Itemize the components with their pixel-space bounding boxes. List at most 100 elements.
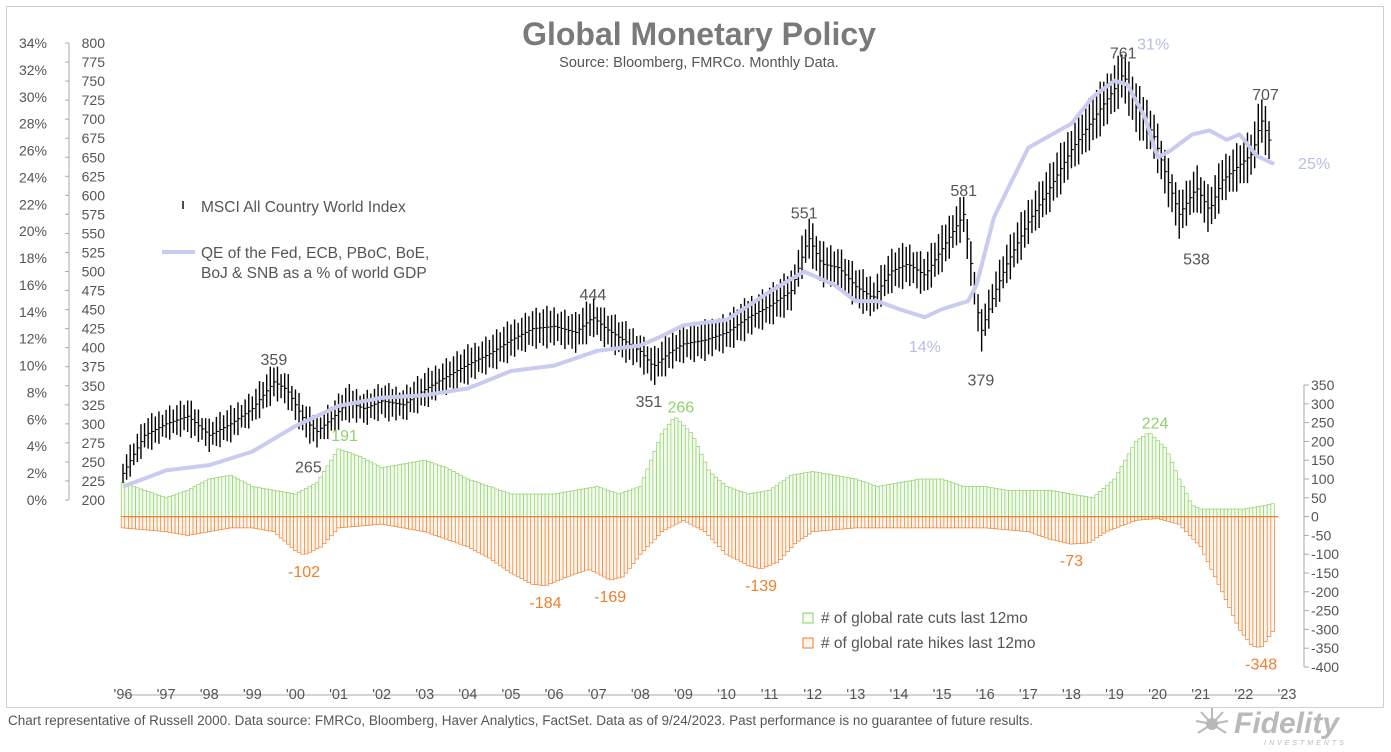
rate-hike-bar <box>332 516 338 533</box>
rate-cut-bar <box>1162 447 1168 517</box>
rate-hike-bar <box>630 516 636 564</box>
rate-hike-bar <box>710 516 715 540</box>
rate-cut-bar <box>397 464 402 517</box>
rate-cut-bar <box>1044 489 1049 517</box>
rate-hike-bar <box>580 516 586 572</box>
rate-cut-bar <box>516 493 521 517</box>
rate-hike-bar <box>156 516 162 532</box>
rate-cut-bar <box>670 419 675 517</box>
rate-cut-bar <box>947 481 952 517</box>
rate-cut-bar <box>436 464 442 517</box>
rate-hike-bar <box>458 516 463 545</box>
rate-cut-bar <box>1008 489 1013 517</box>
rate-cut-bar <box>878 485 884 517</box>
rate-hike-bar <box>756 516 762 569</box>
index-tick-label: 200 <box>82 492 106 508</box>
rate-cut-bar <box>771 487 776 517</box>
rate-hike-bar <box>1223 516 1229 600</box>
index-tick-label: 350 <box>82 378 106 394</box>
rate-cut-bar <box>1263 504 1268 517</box>
rate-cut-bar <box>799 473 805 517</box>
rate-hike-bar <box>336 516 341 529</box>
rate-hike-bar <box>882 516 887 529</box>
rate-hike-bar <box>821 516 826 532</box>
rate-hike-bar <box>1036 516 1042 536</box>
rate-hike-bar <box>868 516 873 529</box>
rate-hike-bar <box>426 516 431 534</box>
index-tick-label: 700 <box>82 111 106 127</box>
x-tick-label: '01 <box>329 687 348 703</box>
rate-cut-bar <box>242 482 248 517</box>
rate-hike-bar <box>760 516 765 569</box>
rate-hike-bar <box>1098 516 1103 536</box>
rate-cut-bar <box>339 449 345 517</box>
rate-cut-bar <box>760 491 765 517</box>
rate-hike-bar <box>1198 516 1203 548</box>
rate-hike-bar <box>462 516 467 546</box>
rate-hike-bar <box>936 516 941 529</box>
rate-hike-bar <box>1065 516 1071 544</box>
rate-hike-bar <box>350 516 356 527</box>
rate-cut-bar <box>1169 461 1175 517</box>
rate-cut-bar <box>1115 472 1121 517</box>
rate-hike-bar <box>1004 516 1009 531</box>
rate-hike-bar <box>264 516 269 531</box>
rate-hike-bar <box>638 516 643 555</box>
index-tick-label: 425 <box>82 321 106 337</box>
rate-cut-bar <box>286 492 291 517</box>
rate-cut-bar <box>318 476 323 517</box>
rate-hike-bar <box>171 516 176 534</box>
rate-cut-bar <box>124 483 129 517</box>
rate-hike-bar <box>185 516 190 536</box>
rate-cut-bar <box>749 493 754 517</box>
right-tick-label: 300 <box>1311 396 1335 412</box>
rate-cut-bar <box>875 486 880 517</box>
rate-hike-bar <box>850 516 855 529</box>
rate-hike-bar <box>1076 516 1081 544</box>
x-tick-label: '99 <box>243 687 262 703</box>
rate-cut-bar <box>699 453 704 517</box>
rate-hike-bar <box>1054 516 1060 542</box>
rate-cut-bar <box>1054 491 1060 517</box>
rate-cut-bar <box>566 491 571 517</box>
index-tick-label: 725 <box>82 92 106 108</box>
right-tick-label: 350 <box>1311 377 1335 393</box>
rate-cut-bar <box>541 493 546 517</box>
right-tick-label: 100 <box>1311 471 1335 487</box>
rate-cut-bar <box>519 493 524 517</box>
rate-hike-bar <box>871 516 877 529</box>
rate-cut-bar <box>207 478 212 517</box>
rate-hike-bar <box>311 516 316 551</box>
rate-hike-bar <box>738 516 744 563</box>
rate-hike-bar <box>217 516 223 531</box>
rate-cut-bar <box>886 484 891 517</box>
rate-cut-bar <box>203 480 208 517</box>
rate-cut-bar <box>419 460 424 517</box>
rate-hike-bar <box>1090 516 1096 541</box>
x-tick-label: '21 <box>1191 687 1210 703</box>
rate-cut-bar <box>562 491 568 517</box>
pct-tick-label: 32% <box>19 62 47 78</box>
rate-cut-bar <box>1018 489 1024 517</box>
hike-annotation: -184 <box>529 595 561 612</box>
rate-hike-bar <box>250 516 255 529</box>
rate-cut-bar <box>742 492 747 517</box>
rate-cut-bar <box>1177 478 1182 517</box>
rate-hike-bar <box>562 516 568 579</box>
rate-cut-bar <box>774 484 780 517</box>
rate-cut-bar <box>426 461 431 517</box>
rate-cut-bar <box>1036 489 1042 517</box>
rate-hike-bar <box>997 516 1002 530</box>
rate-hike-bar <box>357 516 363 527</box>
rate-cut-bar <box>695 446 700 517</box>
rate-hike-bar <box>569 516 575 576</box>
rate-hike-bar <box>1001 516 1006 530</box>
rate-cut-bar <box>706 469 711 517</box>
rate-cut-bar <box>663 428 668 517</box>
index-tick-label: 475 <box>82 283 106 299</box>
rate-cut-bar <box>950 482 956 517</box>
rate-hike-bar <box>232 516 237 529</box>
rate-hike-bar <box>318 516 323 548</box>
rate-hike-bar <box>1022 516 1027 532</box>
rate-cut-bar <box>368 461 374 517</box>
